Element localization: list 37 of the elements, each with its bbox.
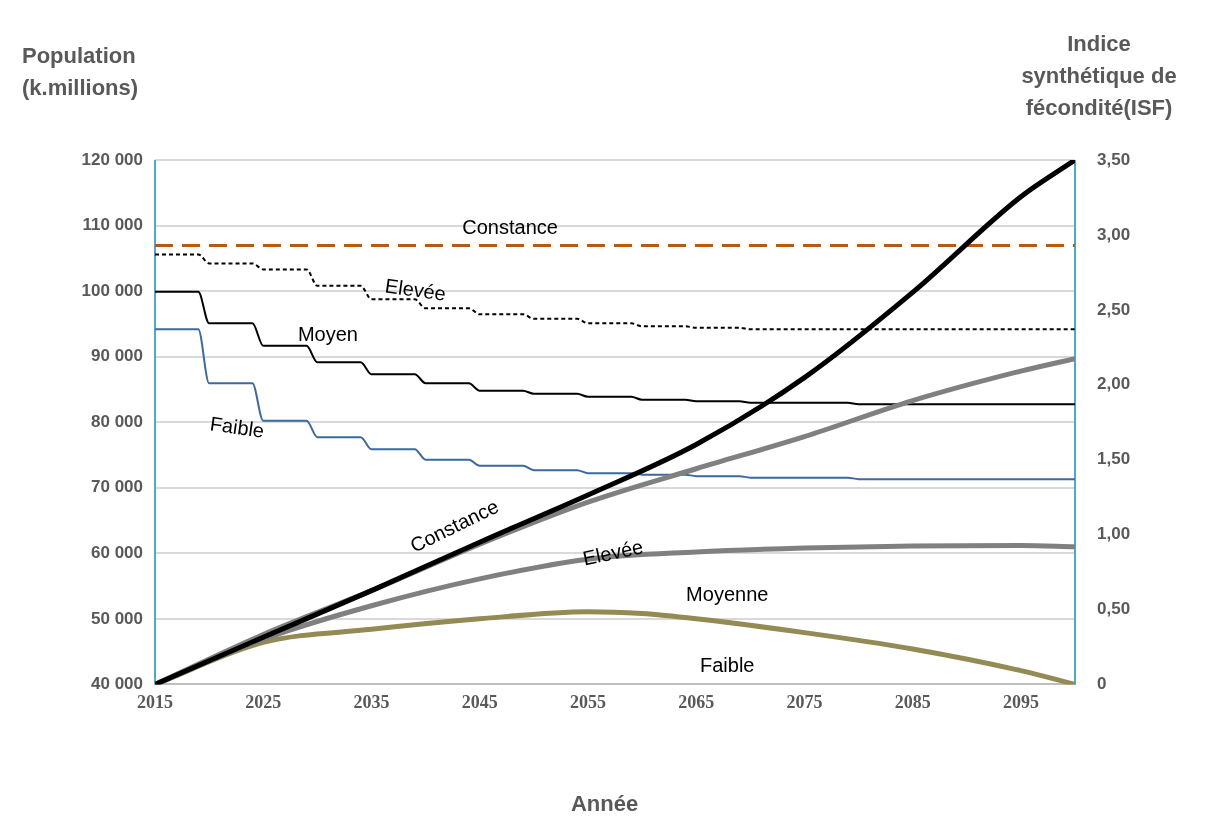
y2-tick-label: 3,00	[1097, 224, 1131, 244]
annotation: Faible	[700, 654, 755, 677]
annotation: Elevée	[383, 274, 448, 305]
annotation: Elevée	[580, 535, 646, 570]
y2-tick-label: 2,00	[1097, 374, 1131, 394]
y2-axis-title: Indice synthétique de fécondité(ISF)	[1020, 30, 1178, 122]
x-tick-label: 2095	[1002, 691, 1039, 712]
y-tick-label: 110 000	[82, 215, 143, 235]
x-tick-label: 2055	[569, 691, 606, 712]
y2-tick-label: 1,00	[1097, 524, 1131, 544]
y-tick-label: 40 000	[91, 674, 143, 694]
annotation: Moyenne	[686, 582, 769, 605]
line-series	[155, 328, 1075, 481]
y2-tick-label: 0	[1097, 674, 1107, 694]
y-tick-label: 70 000	[91, 477, 143, 497]
x-tick-label: 2045	[461, 691, 498, 712]
y-tick-label: 50 000	[91, 608, 143, 628]
x-tick-label: 2075	[786, 691, 823, 712]
y-axis-title: Population (k.millions)	[22, 42, 140, 102]
y2-tick-label: 0,50	[1097, 599, 1131, 619]
y-tick-label: 80 000	[91, 411, 143, 431]
annotation: Moyen	[297, 322, 358, 345]
x-tick-label: 2015	[137, 691, 173, 712]
x-axis-title: Année	[569, 790, 640, 818]
y-tick-label: 100 000	[81, 280, 143, 300]
y-tick-label: 90 000	[91, 346, 143, 366]
y2-tick-label: 1,50	[1097, 449, 1131, 469]
y-tick-label: 120 000	[81, 149, 143, 169]
annotation: Faible	[208, 412, 266, 442]
x-tick-label: 2035	[353, 691, 390, 712]
y2-tick-label: 2,50	[1097, 299, 1131, 319]
y2-tick-label: 3,50	[1097, 149, 1131, 169]
y-tick-label: 60 000	[91, 542, 143, 562]
annotation: Constance	[462, 216, 558, 239]
x-tick-label: 2025	[245, 691, 282, 712]
x-tick-label: 2085	[894, 691, 931, 712]
x-tick-label: 2065	[678, 691, 715, 712]
